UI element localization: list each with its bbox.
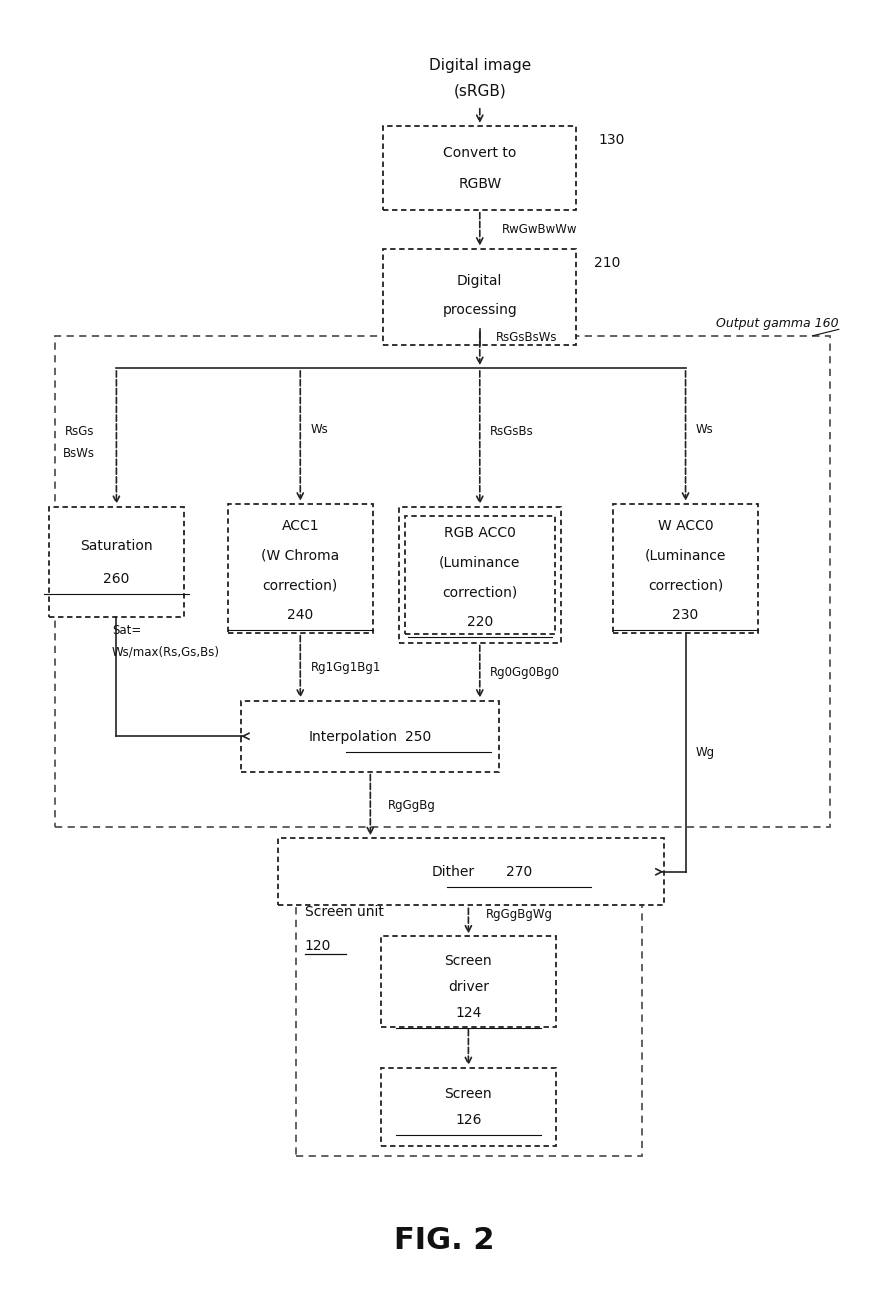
Text: Convert to: Convert to (443, 146, 517, 159)
Text: 230: 230 (672, 608, 698, 622)
Bar (404, 517, 555, 634)
Text: driver: driver (448, 980, 489, 994)
Text: FIG. 2: FIG. 2 (395, 1225, 494, 1254)
Text: ACC1: ACC1 (281, 519, 319, 532)
Text: Rg0Gg0Bg0: Rg0Gg0Bg0 (490, 666, 560, 679)
Text: RsGs: RsGs (65, 425, 94, 438)
Text: (Luminance: (Luminance (645, 548, 725, 562)
Bar (228, 504, 372, 633)
Text: (W Chroma: (W Chroma (261, 548, 340, 562)
Text: Ws: Ws (696, 423, 713, 436)
Text: correction): correction) (647, 578, 723, 592)
Text: Rg1Gg1Bg1: Rg1Gg1Bg1 (310, 660, 381, 673)
Bar (383, 249, 576, 346)
Bar (383, 127, 576, 210)
Text: 220: 220 (467, 615, 493, 629)
Text: Sat=: Sat= (112, 624, 141, 637)
Bar (55, 337, 829, 827)
Text: Screen: Screen (444, 1087, 492, 1101)
Bar (296, 891, 641, 1156)
Text: 210: 210 (593, 256, 620, 269)
Text: 126: 126 (455, 1113, 481, 1128)
Text: 130: 130 (597, 133, 624, 147)
Text: Screen unit: Screen unit (304, 904, 383, 919)
Bar (241, 701, 500, 773)
Text: Output gamma 160: Output gamma 160 (716, 317, 838, 330)
Text: (Luminance: (Luminance (439, 555, 520, 569)
Bar (398, 508, 560, 643)
Text: Digital image: Digital image (428, 57, 531, 73)
Text: Interpolation: Interpolation (308, 729, 397, 744)
Text: 124: 124 (455, 1006, 481, 1019)
Text: Ws: Ws (310, 423, 328, 436)
Text: Ws/max(Rs,Gs,Bs): Ws/max(Rs,Gs,Bs) (112, 646, 220, 658)
Bar (380, 1069, 556, 1146)
Text: Dither: Dither (432, 865, 475, 880)
Text: Wg: Wg (696, 746, 715, 760)
Text: RsGsBsWs: RsGsBsWs (495, 331, 557, 345)
Text: Saturation: Saturation (80, 539, 153, 552)
Text: RGB ACC0: RGB ACC0 (444, 526, 516, 539)
Text: 250: 250 (405, 729, 431, 744)
Text: correction): correction) (442, 585, 517, 599)
Bar (613, 504, 757, 633)
Bar (278, 838, 663, 906)
Text: RgGgBg: RgGgBg (388, 799, 436, 812)
Text: BsWs: BsWs (62, 446, 94, 459)
Text: W ACC0: W ACC0 (657, 519, 713, 532)
Bar (380, 937, 556, 1027)
Text: RgGgBgWg: RgGgBgWg (485, 908, 553, 921)
Text: 270: 270 (506, 865, 532, 880)
Text: RsGsBs: RsGsBs (490, 425, 533, 438)
Text: processing: processing (442, 303, 517, 317)
Text: Digital: Digital (457, 274, 502, 287)
Bar (49, 508, 184, 617)
Text: RwGwBwWw: RwGwBwWw (501, 223, 577, 236)
Text: 260: 260 (103, 572, 130, 586)
Text: 240: 240 (287, 608, 313, 622)
Text: (sRGB): (sRGB) (453, 84, 506, 98)
Text: 120: 120 (304, 940, 331, 953)
Text: RGBW: RGBW (458, 176, 501, 191)
Text: correction): correction) (262, 578, 338, 592)
Text: Screen: Screen (444, 954, 492, 968)
